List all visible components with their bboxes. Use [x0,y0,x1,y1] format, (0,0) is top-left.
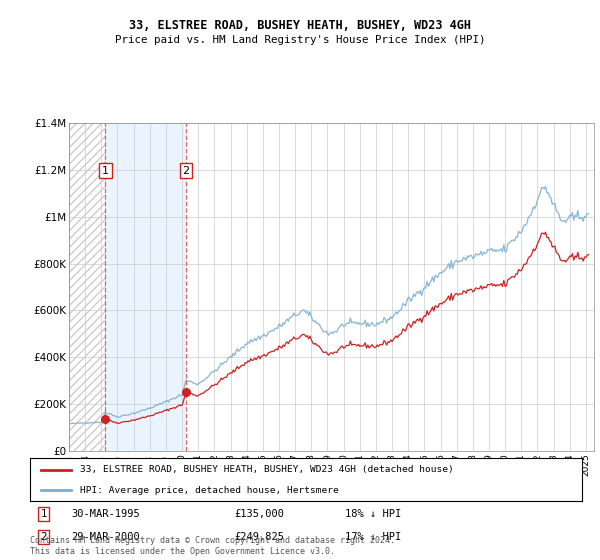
Text: 33, ELSTREE ROAD, BUSHEY HEATH, BUSHEY, WD23 4GH: 33, ELSTREE ROAD, BUSHEY HEATH, BUSHEY, … [129,18,471,32]
Text: 1: 1 [40,509,47,519]
Text: Price paid vs. HM Land Registry's House Price Index (HPI): Price paid vs. HM Land Registry's House … [115,35,485,45]
Text: Contains HM Land Registry data © Crown copyright and database right 2024.
This d: Contains HM Land Registry data © Crown c… [30,536,395,556]
Text: 29-MAR-2000: 29-MAR-2000 [71,532,140,542]
Point [181,388,191,397]
Text: HPI: Average price, detached house, Hertsmere: HPI: Average price, detached house, Hert… [80,486,338,495]
Text: 17% ↓ HPI: 17% ↓ HPI [344,532,401,542]
Text: 2: 2 [40,532,47,542]
Text: 33, ELSTREE ROAD, BUSHEY HEATH, BUSHEY, WD23 4GH (detached house): 33, ELSTREE ROAD, BUSHEY HEATH, BUSHEY, … [80,465,454,474]
Text: £135,000: £135,000 [234,509,284,519]
Bar [69,123,106,451]
Point [101,415,110,424]
Text: 18% ↓ HPI: 18% ↓ HPI [344,509,401,519]
Text: 1: 1 [102,166,109,176]
Bar [106,123,186,451]
Text: 2: 2 [182,166,190,176]
Text: 30-MAR-1995: 30-MAR-1995 [71,509,140,519]
Text: £249,825: £249,825 [234,532,284,542]
